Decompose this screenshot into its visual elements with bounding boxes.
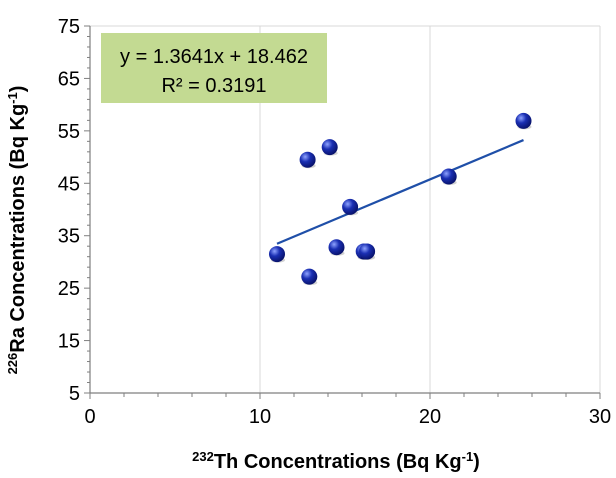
trendline-equation: y = 1.3641x + 18.462: [120, 46, 308, 68]
trendline-layer: [276, 139, 524, 245]
data-point: [269, 246, 285, 263]
data-point: [359, 243, 376, 260]
data-point: [299, 151, 316, 168]
y-tick-label: 75: [58, 16, 80, 38]
x-axis-title-exponent: -1: [462, 449, 474, 464]
x-axis-title: 232Th Concentrations (Bq Kg-1): [192, 449, 480, 473]
x-tick-label: 0: [84, 406, 95, 428]
r-squared-label: R² = 0.3191: [161, 75, 266, 97]
x-tick-label: 30: [589, 406, 611, 428]
y-tick-label: 25: [58, 278, 80, 300]
equation-box: y = 1.3641x + 18.462 R² = 0.3191: [101, 33, 327, 103]
data-point: [342, 198, 359, 215]
x-tick-label: 10: [249, 406, 271, 428]
data-point: [328, 239, 345, 256]
y-tick-label: 5: [69, 383, 80, 405]
axes: 5 15 25 35 45 55 65 75 0 10 20 30: [58, 16, 611, 428]
x-tick-label: 20: [419, 406, 441, 428]
data-point: [515, 112, 532, 129]
y-axis-title-main: Ra Concentrations (Bq Kg: [7, 104, 29, 353]
y-tick-label: 35: [58, 226, 80, 248]
gridlines: [90, 25, 601, 393]
data-point: [440, 168, 457, 185]
y-tick-label: 65: [58, 68, 80, 90]
equation-box-background: [101, 33, 327, 103]
x-axis-title-superscript: 232: [192, 449, 214, 464]
data-point: [321, 139, 338, 156]
y-tick-label: 45: [58, 173, 80, 195]
data-point: [301, 268, 318, 285]
y-axis-title-exponent: -1: [5, 92, 20, 104]
y-tick-label: 55: [58, 121, 80, 143]
y-axis-title: 226Ra Concentrations (Bq Kg-1): [5, 86, 29, 375]
data-points: [269, 112, 532, 286]
trendline: [276, 139, 524, 245]
x-axis-title-close: ): [473, 451, 480, 473]
y-axis-title-superscript: 226: [5, 353, 20, 375]
y-axis-title-close: ): [7, 86, 29, 93]
x-axis-title-main: Th Concentrations (Bq Kg: [214, 451, 462, 473]
y-tick-label: 15: [58, 331, 80, 353]
